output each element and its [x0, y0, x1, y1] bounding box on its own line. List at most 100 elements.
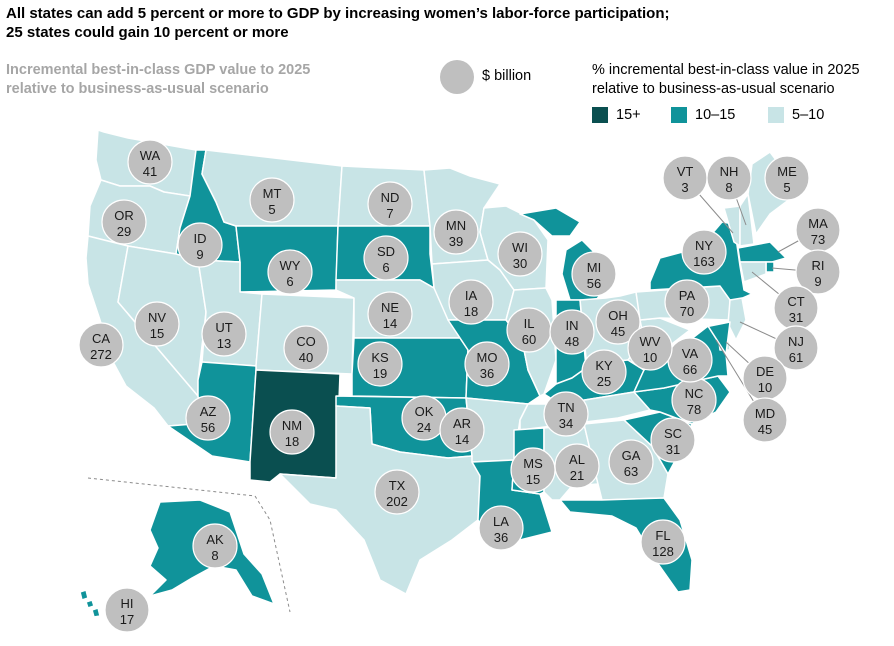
state-value-vt: 3: [681, 180, 688, 195]
state-abbr-az: AZ: [200, 404, 217, 419]
subtitle-line-1: Incremental best-in-class GDP value to 2…: [6, 62, 311, 78]
color-legend-title: % incremental best-in-class value in 202…: [592, 61, 860, 99]
state-abbr-nd: ND: [381, 190, 400, 205]
bubble-circle-wy: [267, 249, 313, 295]
state-value-id: 9: [196, 247, 203, 262]
state-value-sd: 6: [382, 260, 389, 275]
size-legend-label: $ billion: [482, 68, 532, 84]
subtitle-line-2: relative to business-as-usual scenario: [6, 81, 269, 97]
state-abbr-ms: MS: [523, 456, 543, 471]
map-title: All states can add 5 percent or more to …: [6, 4, 670, 42]
state-value-oh: 45: [611, 324, 625, 339]
state-abbr-mo: MO: [477, 350, 498, 365]
state-abbr-nv: NV: [148, 310, 166, 325]
state-abbr-me: ME: [777, 164, 797, 179]
state-bubble-nd: ND7: [367, 181, 413, 227]
state-value-nj: 61: [789, 350, 803, 365]
bubble-circle-co: [283, 325, 329, 371]
state-abbr-wa: WA: [140, 148, 161, 163]
alaska-inset-divider: [87, 477, 291, 613]
state-value-ny: 163: [693, 254, 715, 269]
legend-label-10-15: 10–15: [695, 107, 736, 123]
state-abbr-ca: CA: [92, 331, 110, 346]
state-value-mt: 5: [268, 202, 275, 217]
size-legend-circle: [440, 60, 474, 94]
state-value-mi: 56: [587, 276, 601, 291]
state-abbr-wv: WV: [640, 334, 661, 349]
state-bubble-sd: SD6: [363, 235, 409, 281]
state-bubble-nh: NH8: [706, 155, 752, 201]
state-value-ne: 14: [383, 316, 397, 331]
bubble-circle-sd: [363, 235, 409, 281]
state-value-tn: 34: [559, 416, 573, 431]
state-shape-hi: [79, 589, 101, 618]
state-abbr-mt: MT: [263, 186, 282, 201]
state-abbr-sc: SC: [664, 426, 682, 441]
state-value-sc: 31: [666, 442, 680, 457]
bubble-circle-nv: [134, 301, 180, 347]
state-abbr-va: VA: [682, 346, 699, 361]
state-shape-nj: [727, 297, 747, 341]
state-abbr-ct: CT: [787, 294, 804, 309]
bubble-circle-nj: [773, 325, 819, 371]
bubble-circle-ut: [201, 311, 247, 357]
state-value-de: 10: [758, 380, 772, 395]
bubble-circle-ar: [439, 407, 485, 453]
state-value-va: 66: [683, 362, 697, 377]
bubble-circle-wa: [127, 139, 173, 185]
state-abbr-ga: GA: [622, 448, 641, 463]
state-abbr-la: LA: [493, 514, 509, 529]
state-value-nh: 8: [725, 180, 732, 195]
state-abbr-fl: FL: [655, 528, 670, 543]
state-value-tx: 202: [386, 494, 408, 509]
state-value-wv: 10: [643, 350, 657, 365]
state-abbr-pa: PA: [679, 288, 696, 303]
state-abbr-wy: WY: [280, 258, 301, 273]
state-value-co: 40: [299, 350, 313, 365]
bubble-circle-mo: [464, 341, 510, 387]
state-abbr-or: OR: [114, 208, 134, 223]
legend-swatch-5-10: [768, 107, 784, 123]
state-bubble-id: ID9: [177, 222, 223, 268]
state-abbr-al: AL: [569, 452, 585, 467]
state-abbr-vt: VT: [677, 164, 694, 179]
state-value-nd: 7: [386, 206, 393, 221]
bubble-circle-ca: [78, 322, 124, 368]
state-value-nm: 18: [285, 434, 299, 449]
map-subtitle: Incremental best-in-class GDP value to 2…: [6, 61, 310, 99]
legend-swatch-15-plus: [592, 107, 608, 123]
state-abbr-ma: MA: [808, 216, 828, 231]
state-value-in: 48: [565, 334, 579, 349]
bubble-circle-mt: [249, 177, 295, 223]
state-abbr-ar: AR: [453, 416, 471, 431]
state-shape-md: [689, 321, 731, 355]
bubble-circle-tn: [543, 391, 589, 437]
state-abbr-ny: NY: [695, 238, 713, 253]
state-shape-ct: [739, 261, 767, 283]
state-abbr-tn: TN: [557, 400, 574, 415]
state-abbr-ia: IA: [465, 288, 478, 303]
legend-label-5-10: 5–10: [792, 107, 825, 123]
state-value-nv: 15: [150, 326, 164, 341]
state-value-ut: 13: [217, 336, 231, 351]
bubble-circle-nh: [706, 155, 752, 201]
